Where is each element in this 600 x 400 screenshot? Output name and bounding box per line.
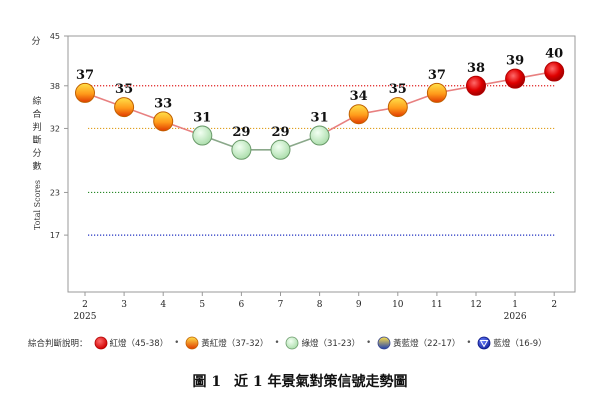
- legend-separator: •: [366, 338, 372, 348]
- series-points: 37 35 33 31 29 29 31 34 35 37 38 39 40: [75, 47, 565, 160]
- legend-title: 綜合判斷說明：: [28, 339, 88, 349]
- data-label: 31: [193, 111, 211, 126]
- data-point: [192, 125, 213, 146]
- x-tick-label: 2: [551, 300, 557, 310]
- legend-separator: •: [174, 338, 180, 348]
- y-axis-title-en: Total Scores: [33, 180, 42, 230]
- data-point: [270, 139, 291, 160]
- y-axis-title-char: 綜: [32, 95, 41, 107]
- data-label: 31: [311, 111, 329, 126]
- x-tick-label: 6: [239, 300, 245, 310]
- x-tick-label: 5: [199, 300, 205, 310]
- data-point: [309, 125, 330, 146]
- y-axis-title-char: 合: [32, 108, 41, 120]
- y-tick-label: 17: [50, 231, 60, 240]
- legend-item-yellow-red: 黃紅燈（37-32）: [185, 336, 268, 350]
- x-tick-label: 10: [392, 300, 404, 310]
- data-label: 37: [428, 68, 446, 83]
- legend-item-yellow-blue: 黃藍燈（22-17）: [377, 336, 460, 350]
- data-point: [114, 97, 135, 118]
- data-label: 33: [154, 96, 172, 111]
- data-point: [75, 82, 95, 103]
- x-tick-label: 7: [278, 300, 284, 310]
- y-tick-label: 38: [50, 82, 60, 91]
- legend-label-yellow-red: 黃紅燈（37-32）: [201, 339, 269, 349]
- y-axis-title-char: 判: [32, 121, 41, 133]
- data-point: [387, 97, 408, 118]
- green-circle-icon: [285, 336, 299, 350]
- y-tick-label: 32: [50, 124, 60, 133]
- legend: 綜合判斷說明： 紅燈（45-38） • 黃紅燈（37-32） • 綠燈（31-2…: [28, 335, 588, 351]
- blue-triangle-circle-icon: [477, 336, 491, 350]
- x-tick-label: 9: [356, 300, 362, 310]
- data-label: 37: [76, 68, 94, 83]
- data-point: [505, 68, 526, 89]
- data-label: 35: [115, 82, 133, 97]
- x-year-label: 2025: [74, 312, 97, 322]
- data-label: 39: [506, 54, 524, 69]
- figure-caption: 圖 1 近 1 年景氣對策信號走勢圖: [0, 371, 600, 391]
- data-point: [231, 139, 252, 160]
- legend-label-yellow-blue: 黃藍燈（22-17）: [393, 339, 461, 349]
- data-point: [348, 104, 369, 125]
- x-tick-label: 2: [82, 300, 88, 310]
- data-point: [426, 82, 447, 103]
- data-label: 40: [545, 47, 563, 62]
- figure-number: 圖 1: [192, 374, 222, 390]
- legend-label-blue: 藍燈（16-9）: [493, 339, 547, 349]
- legend-separator: •: [274, 338, 280, 348]
- data-label: 34: [350, 89, 368, 104]
- y-axis-title-char: 數: [32, 160, 41, 172]
- x-tick-label: 11: [431, 300, 442, 310]
- legend-label-red: 紅燈（45-38）: [109, 339, 169, 349]
- x-year-label: 2026: [504, 312, 527, 322]
- y-axis-title-char: 斷: [32, 134, 41, 146]
- data-point: [153, 111, 174, 132]
- data-label: 35: [389, 82, 407, 97]
- yellow-blue-circle-icon: [377, 336, 391, 350]
- legend-separator: •: [466, 338, 472, 348]
- x-tick-label: 4: [160, 300, 166, 310]
- data-label: 29: [232, 125, 250, 140]
- x-tick-label: 3: [121, 300, 127, 310]
- y-tick-label: 45: [50, 32, 60, 41]
- y-tick-label: 23: [50, 188, 60, 197]
- red-circle-icon: [94, 336, 108, 350]
- legend-item-blue: 藍燈（16-9）: [477, 336, 547, 350]
- yellow-red-circle-icon: [185, 336, 199, 350]
- figure-title: 近 1 年景氣對策信號走勢圖: [234, 374, 408, 390]
- y-unit-label: 分: [31, 36, 40, 47]
- data-point: [544, 61, 565, 82]
- data-point: [466, 75, 486, 96]
- data-label: 38: [467, 61, 485, 76]
- legend-label-green: 綠燈（31-23）: [301, 339, 361, 349]
- plot-frame: [67, 35, 576, 293]
- x-tick-label: 8: [317, 300, 323, 310]
- y-axis-title-char: 分: [32, 148, 41, 159]
- x-tick-label: 12: [470, 300, 481, 310]
- y-axis-ticks: 45 38 32 23 17: [50, 32, 68, 240]
- data-label: 29: [271, 125, 289, 140]
- legend-item-green: 綠燈（31-23）: [285, 336, 360, 350]
- legend-item-red: 紅燈（45-38）: [94, 336, 169, 350]
- x-tick-label: 1: [512, 300, 518, 310]
